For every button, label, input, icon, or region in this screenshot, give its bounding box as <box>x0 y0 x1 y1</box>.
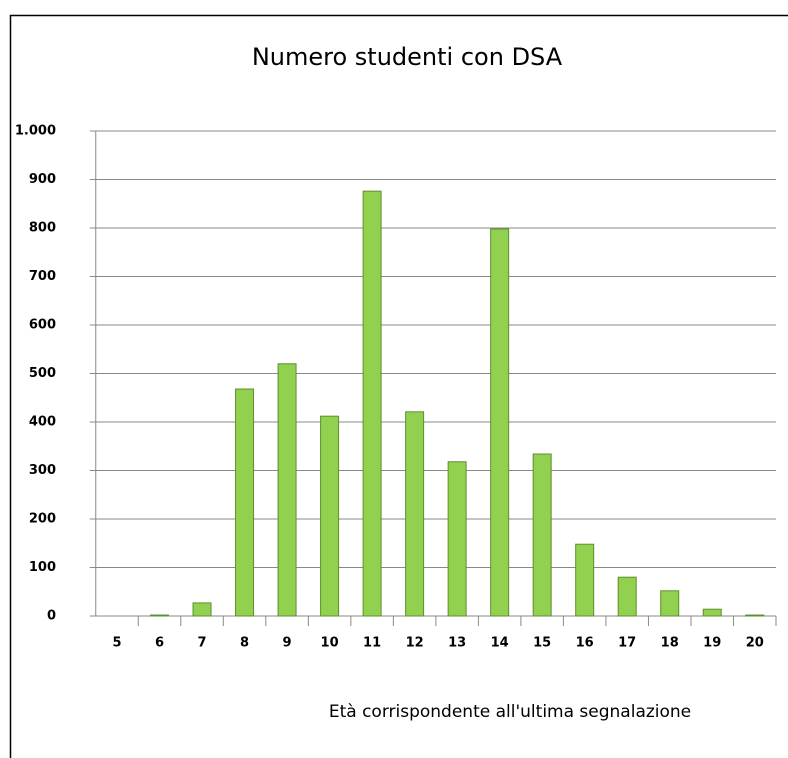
x-tick-label: 16 <box>576 636 594 651</box>
x-tick-label: 12 <box>406 636 424 651</box>
y-tick-label: 100 <box>29 560 56 575</box>
x-tick-label: 11 <box>363 636 381 651</box>
y-tick-label: 800 <box>29 221 56 236</box>
x-tick-label: 10 <box>321 636 339 651</box>
y-tick-label: 600 <box>29 318 56 333</box>
x-tick-label: 9 <box>283 636 292 651</box>
x-tick-label: 15 <box>533 636 551 651</box>
x-tick-label: 20 <box>746 636 764 651</box>
bar <box>150 614 170 617</box>
y-tick-label: 0 <box>47 609 56 624</box>
y-tick-label: 200 <box>29 512 56 527</box>
chart-frame <box>9 14 788 758</box>
y-tick-label: 400 <box>29 415 56 430</box>
bar <box>575 543 595 617</box>
x-tick-label: 13 <box>448 636 466 651</box>
x-tick-label: 6 <box>155 636 164 651</box>
x-tick-label: 19 <box>703 636 721 651</box>
bar <box>660 590 680 617</box>
bar <box>277 363 297 617</box>
x-tick-label: 8 <box>240 636 249 651</box>
bar <box>447 461 467 617</box>
bar <box>532 453 552 617</box>
chart-title: Numero studenti con DSA <box>252 43 563 71</box>
x-tick-label: 14 <box>491 636 509 651</box>
bar <box>320 415 340 617</box>
bar <box>235 388 255 617</box>
bar <box>702 608 722 617</box>
y-tick-label: 900 <box>29 172 56 187</box>
bar <box>490 228 510 617</box>
y-tick-label: 300 <box>29 463 56 478</box>
bar <box>362 190 382 617</box>
bar <box>617 576 637 617</box>
y-tick-label: 500 <box>29 366 56 381</box>
x-tick-label: 5 <box>112 636 121 651</box>
x-tick-label: 17 <box>618 636 636 651</box>
y-tick-label: 700 <box>29 269 56 284</box>
bar <box>192 602 212 617</box>
bar <box>745 614 765 617</box>
y-tick-label: 1.000 <box>15 124 56 139</box>
x-tick-label: 18 <box>661 636 679 651</box>
bar <box>405 411 425 617</box>
x-axis-label: Età corrispondente all'ultima segnalazio… <box>329 702 691 722</box>
x-tick-label: 7 <box>198 636 207 651</box>
